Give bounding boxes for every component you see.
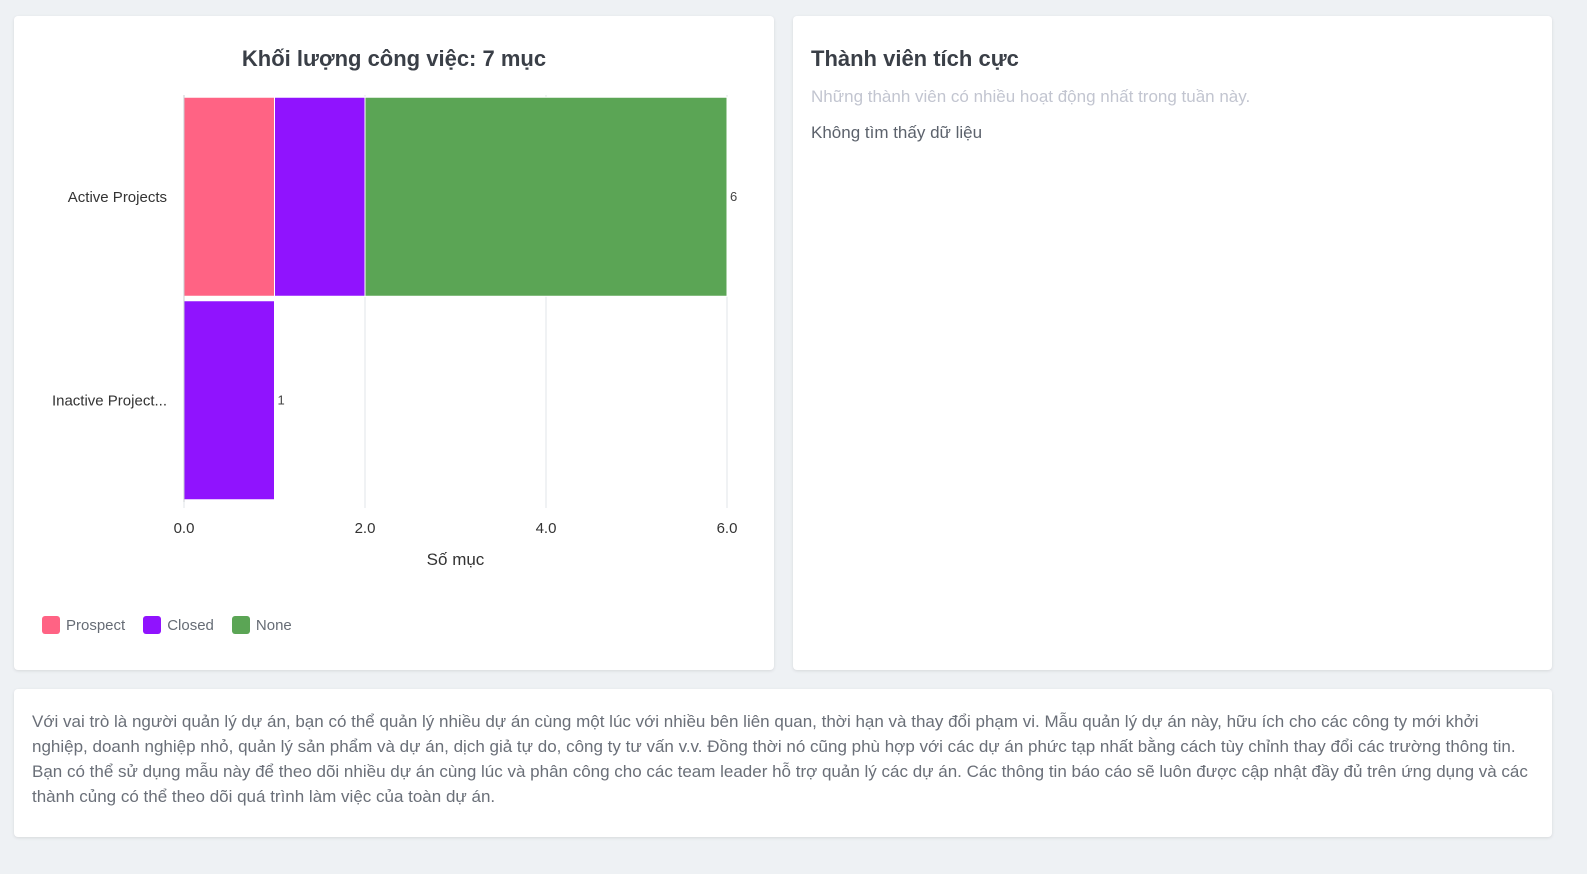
legend-label: Closed bbox=[167, 616, 214, 634]
active-members-title: Thành viên tích cực bbox=[811, 46, 1019, 71]
template-description-card: Với vai trò là người quản lý dự án, bạn … bbox=[14, 689, 1552, 837]
y-tick-label: Active Projects bbox=[68, 189, 167, 206]
legend-item-prospect[interactable]: Prospect bbox=[42, 616, 125, 634]
active-members-card: Thành viên tích cực Những thành viên có … bbox=[793, 16, 1552, 670]
x-tick-label: 2.0 bbox=[355, 520, 376, 537]
workload-bar-chart: 6 Active Projects 1 Inactive Project... 0.0 2… bbox=[52, 95, 738, 569]
x-tick-label: 0.0 bbox=[174, 520, 195, 537]
legend-swatch bbox=[42, 616, 60, 634]
bar-none bbox=[364, 96, 728, 297]
x-axis-title: Số mục bbox=[427, 550, 485, 569]
no-data-message: Không tìm thấy dữ liệu bbox=[811, 123, 983, 142]
template-description-text: Với vai trò là người quản lý dự án, bạn … bbox=[32, 712, 1528, 806]
chart-legend: Prospect Closed None bbox=[42, 616, 292, 634]
legend-swatch bbox=[143, 616, 162, 634]
bar-total-label: 6 bbox=[730, 189, 737, 204]
chart-title: Khối lượng công việc: 7 mục bbox=[241, 46, 547, 71]
x-tick-label: 4.0 bbox=[536, 520, 557, 537]
legend-label: Prospect bbox=[66, 616, 126, 634]
legend-item-closed[interactable]: Closed bbox=[143, 616, 214, 634]
workload-chart-card: Khối lượng công việc: 7 mục 6 Active Proj… bbox=[14, 16, 774, 670]
bar-total-label: 1 bbox=[278, 392, 285, 407]
legend-label: None bbox=[255, 616, 292, 634]
legend-item-none[interactable]: None bbox=[231, 616, 292, 634]
x-tick-label: 6.0 bbox=[717, 520, 738, 537]
bar-prospect bbox=[183, 96, 275, 297]
active-members-subtitle: Những thành viên có nhiều hoạt động nhất… bbox=[811, 87, 1251, 106]
bar-closed bbox=[274, 96, 366, 297]
y-tick-label: Inactive Project... bbox=[52, 392, 167, 409]
legend-swatch bbox=[231, 616, 250, 634]
bar-closed bbox=[183, 300, 275, 501]
